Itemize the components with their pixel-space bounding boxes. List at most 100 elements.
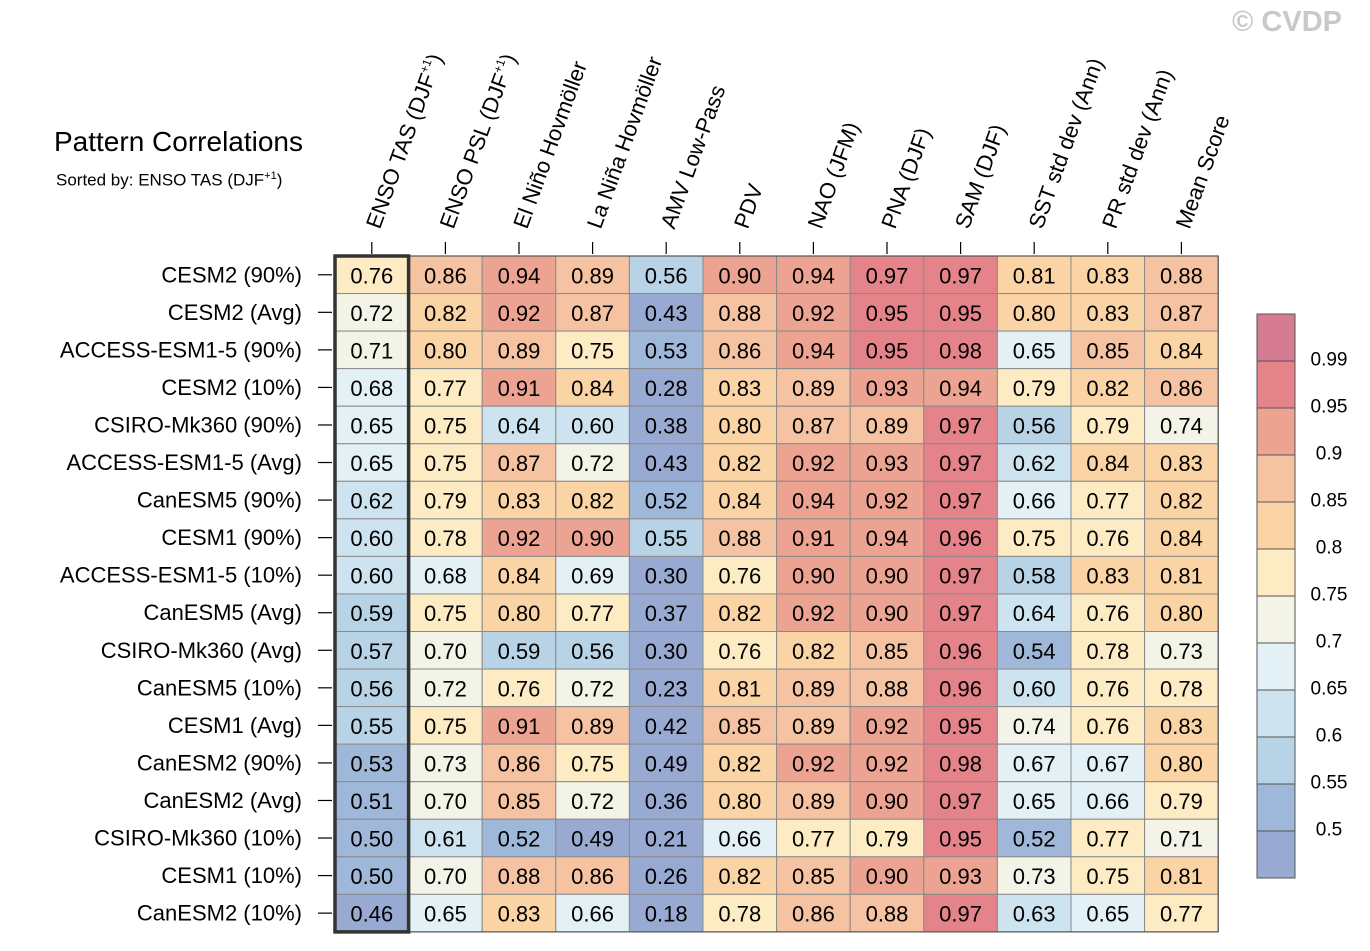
cell-value: 0.87 (792, 413, 835, 438)
cell-value: 0.79 (424, 489, 467, 514)
heatmap-cell (628, 443, 704, 482)
cell-value: 0.90 (866, 564, 909, 589)
heatmap-cell (923, 743, 998, 783)
colorbar-label: 0.65 (1311, 679, 1348, 700)
heatmap-cell (555, 593, 630, 633)
heatmap-cell (702, 781, 778, 820)
heatmap-cell (334, 480, 410, 520)
cell-value: 0.73 (1160, 639, 1203, 664)
cell-value: 0.83 (1160, 714, 1203, 739)
heatmap-cell (1144, 893, 1219, 933)
cell-value: 0.83 (1160, 451, 1203, 476)
cell-value: 0.49 (571, 827, 614, 852)
colorbar-bin (1256, 783, 1296, 832)
heatmap-cell (923, 443, 998, 482)
heatmap-cell (1070, 443, 1146, 482)
heatmap-cell (481, 443, 557, 482)
row-label: CanESM2 (90%) (137, 750, 302, 775)
cell-value: 0.83 (1086, 263, 1129, 288)
heatmap-cell (628, 781, 704, 820)
column-label: SAM (DJF) (950, 121, 1011, 232)
cell-value: 0.92 (792, 301, 835, 326)
cell-value: 0.97 (939, 263, 982, 288)
cell-value: 0.83 (1086, 564, 1129, 589)
cell-value: 0.21 (645, 827, 688, 852)
cell-value: 0.79 (1160, 789, 1203, 814)
cell-value: 0.80 (424, 338, 467, 363)
cell-value: 0.76 (718, 639, 761, 664)
heatmap-cell (996, 743, 1072, 783)
cell-value: 0.87 (498, 451, 541, 476)
heatmap-cell (481, 405, 557, 445)
column-label: La Niña Hovmöller (582, 53, 667, 232)
cell-value: 0.77 (792, 827, 835, 852)
cell-value: 0.55 (350, 714, 393, 739)
colorbar-label: 0.99 (1311, 350, 1348, 371)
cell-value: 0.90 (866, 789, 909, 814)
cell-value: 0.54 (1013, 639, 1056, 664)
heatmap-cell (1144, 593, 1219, 633)
cell-value: 0.81 (718, 676, 761, 701)
row-label: CESM2 (Avg) (168, 300, 302, 325)
subtitle-sup: +1 (264, 170, 277, 182)
cell-value: 0.96 (939, 526, 982, 551)
heatmap-cell (1070, 781, 1146, 820)
heatmap-cell (408, 593, 483, 633)
heatmap-cell (702, 893, 778, 933)
cell-value: 0.78 (424, 526, 467, 551)
row-label: CSIRO-Mk360 (90%) (94, 412, 302, 437)
cell-value: 0.56 (1013, 413, 1056, 438)
heatmap-cell (555, 706, 630, 745)
cell-value: 0.58 (1013, 564, 1056, 589)
heatmap-cell (334, 781, 410, 820)
cell-value: 0.76 (1086, 526, 1129, 551)
cell-value: 0.92 (792, 751, 835, 776)
cell-value: 0.88 (718, 526, 761, 551)
heatmap-cell (1144, 518, 1219, 557)
heatmap-cell (702, 668, 778, 708)
heatmap-cell (408, 631, 483, 670)
cell-value: 0.92 (498, 301, 541, 326)
cell-value: 0.89 (571, 714, 614, 739)
heatmap-cell (481, 818, 557, 858)
cell-value: 0.79 (866, 827, 909, 852)
cell-value: 0.68 (424, 564, 467, 589)
colorbar-label: 0.75 (1311, 585, 1348, 606)
cell-value: 0.84 (1160, 338, 1203, 363)
heatmap-cell (849, 781, 925, 820)
heatmap-cell (702, 743, 778, 783)
cell-value: 0.72 (350, 301, 393, 326)
heatmap-cell (849, 405, 925, 445)
cell-value: 0.75 (1013, 526, 1056, 551)
heatmap-cells (333, 254, 1219, 934)
cell-value: 0.87 (571, 301, 614, 326)
cell-value: 0.93 (939, 864, 982, 889)
cell-value: 0.60 (350, 526, 393, 551)
heatmap-cell (334, 555, 410, 595)
cell-value: 0.88 (866, 902, 909, 927)
heatmap-cell (923, 668, 998, 708)
heatmap-cell (776, 330, 851, 370)
heatmap-cell (776, 518, 851, 557)
cell-value: 0.65 (350, 451, 393, 476)
row-label: CanESM2 (10%) (137, 901, 302, 926)
colorbar-bin (1256, 642, 1296, 691)
cell-value: 0.71 (350, 338, 393, 363)
cell-value: 0.46 (350, 902, 393, 927)
cell-value: 0.88 (718, 301, 761, 326)
cell-value: 0.85 (1086, 338, 1129, 363)
chart-title: Pattern Correlations (54, 126, 304, 157)
colorbar-bin (1256, 595, 1296, 644)
row-label: CESM1 (90%) (161, 525, 302, 550)
colorbar-label: 0.95 (1311, 397, 1348, 418)
cell-value: 0.49 (645, 751, 688, 776)
cell-value: 0.86 (792, 902, 835, 927)
cell-value: 0.76 (498, 676, 541, 701)
heatmap-cell (776, 631, 851, 670)
heatmap-cell (555, 255, 630, 295)
heatmap-cell (334, 743, 410, 783)
subtitle-text: Sorted by: ENSO TAS (DJF (56, 170, 265, 190)
row-label: ACCESS-ESM1-5 (Avg) (66, 450, 302, 475)
cell-value: 0.36 (645, 789, 688, 814)
cell-value: 0.83 (1086, 301, 1129, 326)
